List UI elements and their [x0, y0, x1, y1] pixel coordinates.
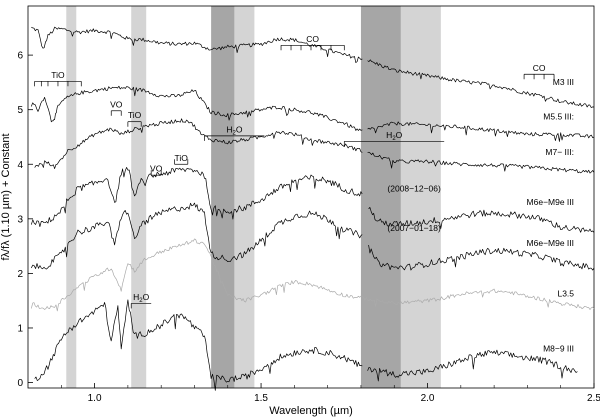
spectrum-series-5: [30, 238, 595, 312]
y-tick-label-2: 2: [17, 269, 23, 280]
axes: 1.0 1.5 2.0 2.5 0 1 2 3 4 5 6: [17, 51, 600, 404]
marker-label-6: H2O: [386, 130, 402, 142]
series-label-8: M8−9 III: [543, 343, 574, 353]
x-axis-title: Wavelength (µm): [269, 405, 353, 417]
y-axis-title: fλ/fλ (1.10 µm) + Constant: [0, 133, 12, 260]
spectra-series: [30, 26, 595, 391]
marker-label-1: CO: [533, 63, 546, 73]
series-label-2: M7− III:: [545, 147, 574, 157]
series-label-4: M6e−M9e III: [527, 197, 574, 207]
series-labels: M3 III M5.5 III: M7− III: (2008−12−06) M6e−M…: [387, 77, 574, 353]
series-label-0: M3 III: [553, 77, 574, 87]
marker-label-3: VO: [110, 99, 123, 109]
absorption-markers: CO CO TiO VO TiO H2O H2O VO TiO H2O: [34, 34, 555, 309]
x-tick-label-2: 2.0: [421, 393, 435, 404]
series-label-7: L3.5: [557, 288, 574, 298]
marker-label-8: TiO: [174, 153, 188, 163]
marker-label-5: H2O: [226, 124, 242, 136]
spectrum-series-6: [34, 299, 578, 391]
x-tick-label-0: 1.0: [88, 393, 102, 404]
x-tick-label-1: 1.5: [254, 393, 268, 404]
series-label-1: M5.5 III:: [543, 112, 574, 122]
marker-label-7: VO: [150, 164, 163, 174]
y-tick-label-6: 6: [17, 51, 23, 62]
y-tick-label-1: 1: [17, 323, 23, 334]
spectrum-series-4: [30, 202, 595, 271]
spectrum-series-2: [34, 118, 595, 174]
y-tick-label-5: 5: [17, 105, 23, 116]
series-label-3: (2008−12−06): [387, 184, 441, 194]
y-tick-label-0: 0: [17, 378, 23, 389]
shaded-band-3: [234, 6, 255, 388]
y-tick-label-4: 4: [17, 160, 23, 171]
telluric-bands: [66, 6, 441, 388]
shaded-band-4: [360, 6, 401, 388]
spectrum-series-0: [31, 26, 595, 108]
marker-label-2: TiO: [51, 70, 65, 80]
marker-label-4: TiO: [128, 110, 142, 120]
shaded-band-5: [400, 6, 441, 388]
spectrum-series-3: [30, 167, 595, 233]
shaded-band-1: [131, 6, 147, 388]
plot-frame: [27, 5, 595, 389]
series-label-5: (2007−01−18): [387, 223, 441, 233]
shaded-band-2: [211, 6, 235, 388]
marker-label-0: CO: [306, 34, 319, 44]
y-tick-label-3: 3: [17, 214, 23, 225]
spectrum-series-1: [30, 85, 595, 142]
x-tick-label-3: 2.5: [587, 393, 600, 404]
series-label-6: M6e−M9e III: [527, 238, 574, 248]
marker-label-9: H2O: [133, 292, 149, 304]
